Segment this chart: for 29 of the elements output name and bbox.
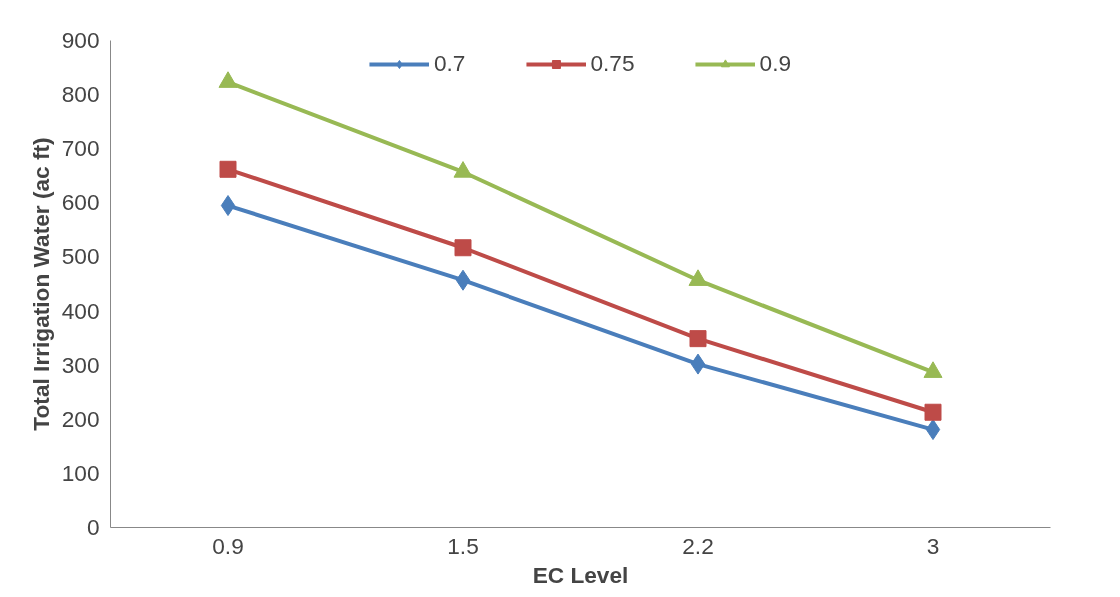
y-tick-label: 500 — [61, 243, 100, 270]
x-tick-label: 0.9 — [212, 532, 244, 559]
y-tick-label: 100 — [61, 459, 100, 486]
x-tick-label: 2.2 — [682, 532, 714, 559]
y-tick-label: 400 — [61, 297, 100, 324]
y-tick-label: 900 — [61, 27, 100, 53]
y-tick-label: 300 — [61, 351, 100, 378]
y-axis-title: Total Irrigation Water (ac ft) — [27, 137, 54, 431]
point — [924, 403, 942, 421]
point — [219, 160, 237, 178]
y-tick-label: 600 — [61, 189, 100, 216]
point — [218, 71, 238, 88]
point — [690, 353, 706, 375]
x-tick-label: 3 — [926, 532, 940, 559]
point — [454, 239, 472, 257]
point — [220, 195, 236, 217]
point — [689, 330, 707, 348]
legend-label: 0.9 — [759, 50, 792, 77]
y-tick-label: 700 — [61, 135, 100, 162]
y-tick-label: 200 — [61, 405, 100, 432]
y-tick-label: 800 — [61, 81, 100, 108]
x-axis-title: EC Level — [532, 561, 629, 588]
legend-label: 0.75 — [590, 50, 635, 77]
point — [925, 419, 941, 441]
y-tick-label: 0 — [86, 514, 100, 540]
legend-label: 0.7 — [433, 50, 466, 77]
point — [455, 269, 471, 291]
point — [453, 161, 473, 178]
x-tick-label: 1.5 — [447, 532, 479, 559]
